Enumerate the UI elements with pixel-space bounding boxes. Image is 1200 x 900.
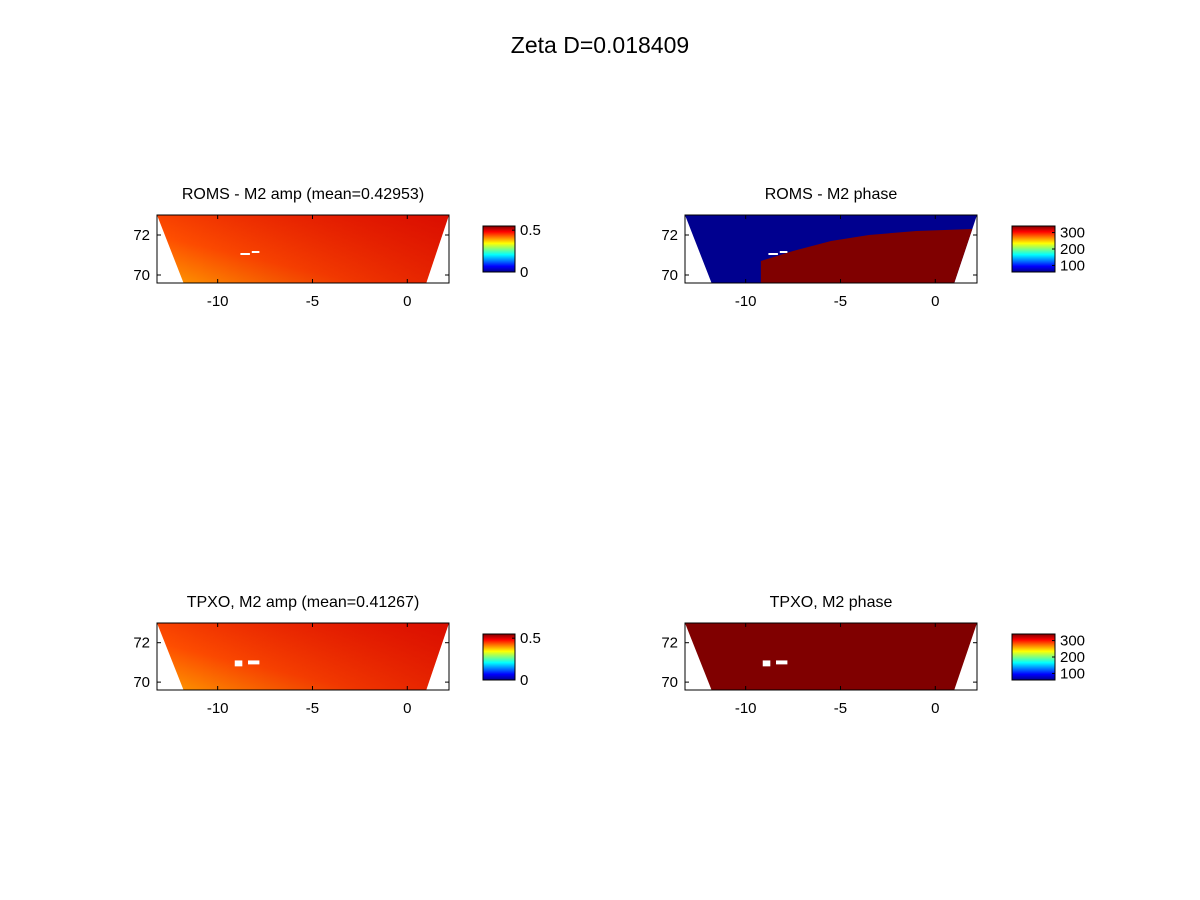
x-tick-label: -10 <box>207 293 229 310</box>
colorbar-tick-label: 100 <box>1060 257 1085 274</box>
colorbar-tick-label: 0.5 <box>520 222 541 239</box>
colorbar-gradient <box>1012 226 1055 272</box>
colorbar-frame <box>482 225 516 273</box>
island-mask <box>240 253 250 255</box>
colorbar-gradient <box>483 634 515 680</box>
colorbar-gradient <box>1012 634 1055 680</box>
island-mask <box>251 251 260 253</box>
y-tick-label: 72 <box>133 227 150 244</box>
amplitude-field-shade <box>157 623 449 690</box>
y-tick-label: 70 <box>661 267 678 284</box>
x-tick-label: -10 <box>735 700 757 717</box>
axes-frame <box>684 622 978 691</box>
subplot-title: ROMS - M2 amp (mean=0.42953) <box>182 186 424 203</box>
x-tick-label: -10 <box>735 293 757 310</box>
x-tick-label: 0 <box>403 700 411 717</box>
x-tick-label: -5 <box>834 293 847 310</box>
x-tick-label: 0 <box>931 700 939 717</box>
y-tick-label: 72 <box>661 635 678 652</box>
island-mask <box>779 251 788 253</box>
subplot-3: TPXO, M2 amp (mean=0.41267)-10 -5 0707200.… <box>133 594 541 717</box>
colorbar-frame <box>482 633 516 681</box>
colorbar: 00.5 <box>482 222 541 281</box>
x-tick-label: 0 <box>931 293 939 310</box>
amplitude-field-shade <box>157 215 449 283</box>
x-tick-label: -5 <box>306 293 319 310</box>
colorbar-tick-label: 300 <box>1060 225 1085 242</box>
colorbar: 00.5 <box>482 630 541 689</box>
y-tick-label: 70 <box>133 267 150 284</box>
colorbar-gradient <box>483 226 515 272</box>
axes-frame <box>156 622 450 691</box>
island-mask <box>768 253 778 255</box>
x-tick-label: -5 <box>306 700 319 717</box>
y-tick-label: 72 <box>133 635 150 652</box>
y-tick-label: 70 <box>133 674 150 691</box>
colorbar-tick-label: 300 <box>1060 633 1085 650</box>
y-tick-label: 70 <box>661 674 678 691</box>
island-mask <box>762 660 771 667</box>
phase-field-high <box>760 229 977 283</box>
colorbar-tick-label: 100 <box>1060 665 1085 682</box>
subplot-1: ROMS - M2 amp (mean=0.42953)-10 -5 0707200… <box>133 186 541 310</box>
figure-title: Zeta D=0.018409 <box>510 32 690 58</box>
colorbar-tick-label: 0 <box>520 672 528 689</box>
island-mask <box>248 660 260 665</box>
colorbar-tick-label: 200 <box>1060 241 1085 258</box>
colorbar-tick-label: 200 <box>1060 649 1085 666</box>
colorbar-tick-label: 0.5 <box>520 630 541 647</box>
x-tick-label: -10 <box>207 700 229 717</box>
island-mask <box>776 660 788 665</box>
x-tick-label: -5 <box>834 700 847 717</box>
island-mask <box>234 660 243 667</box>
axes-frame <box>684 214 978 284</box>
phase-field-high <box>685 623 977 690</box>
y-tick-label: 72 <box>661 227 678 244</box>
subplot-title: TPXO, M2 phase <box>770 594 893 611</box>
colorbar-tick-label: 0 <box>520 264 528 281</box>
x-tick-label: 0 <box>403 293 411 310</box>
subplot-title: ROMS - M2 phase <box>765 186 898 203</box>
subplot-title: TPXO, M2 amp (mean=0.41267) <box>187 594 420 611</box>
axes-frame <box>156 214 450 284</box>
